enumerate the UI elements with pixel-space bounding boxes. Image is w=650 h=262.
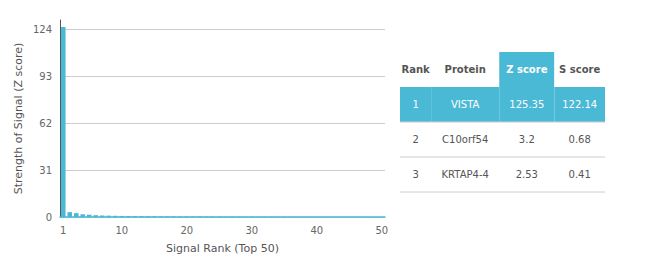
svg-text:40: 40 <box>310 225 323 236</box>
svg-text:1: 1 <box>60 225 66 236</box>
svg-text:Signal Rank (Top 50): Signal Rank (Top 50) <box>166 242 279 255</box>
svg-text:20: 20 <box>180 225 193 236</box>
svg-text:1: 1 <box>412 99 418 110</box>
svg-text:50: 50 <box>375 225 388 236</box>
svg-text:31: 31 <box>39 165 52 176</box>
svg-text:C10orf54: C10orf54 <box>442 134 488 145</box>
svg-text:3: 3 <box>412 169 418 180</box>
svg-text:VISTA: VISTA <box>451 99 479 110</box>
svg-text:Z score: Z score <box>506 64 547 75</box>
svg-text:Protein: Protein <box>445 64 486 75</box>
svg-text:2.53: 2.53 <box>516 169 538 180</box>
svg-text:S score: S score <box>559 64 600 75</box>
svg-text:3.2: 3.2 <box>519 134 535 145</box>
svg-text:124: 124 <box>33 24 52 35</box>
svg-text:0.68: 0.68 <box>569 134 591 145</box>
svg-text:125.35: 125.35 <box>509 99 544 110</box>
svg-text:62: 62 <box>39 118 52 129</box>
svg-text:Strength of Signal (Z score): Strength of Signal (Z score) <box>12 43 25 195</box>
svg-text:KRTAP4-4: KRTAP4-4 <box>442 169 489 180</box>
svg-text:0.41: 0.41 <box>569 169 591 180</box>
svg-text:Rank: Rank <box>401 64 430 75</box>
svg-text:10: 10 <box>115 225 128 236</box>
svg-text:2: 2 <box>412 134 418 145</box>
svg-text:30: 30 <box>245 225 258 236</box>
svg-text:122.14: 122.14 <box>562 99 597 110</box>
svg-text:0: 0 <box>46 212 52 223</box>
svg-text:93: 93 <box>39 71 52 82</box>
